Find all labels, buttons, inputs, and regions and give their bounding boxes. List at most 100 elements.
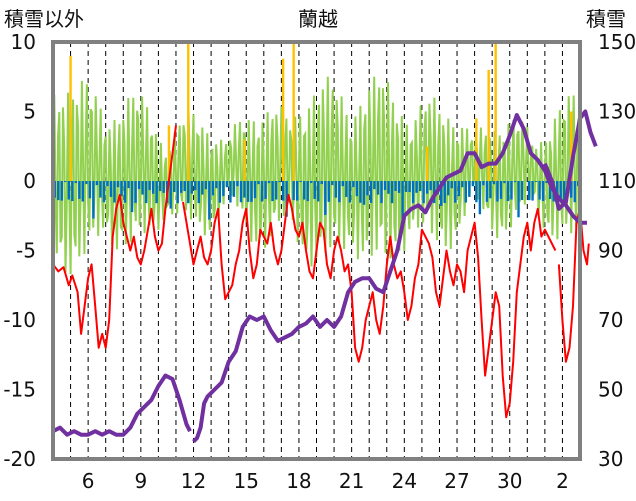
precip-bar <box>250 181 253 202</box>
precip-bar <box>69 55 72 181</box>
precip-bar <box>443 181 446 203</box>
snow-depth-line <box>543 109 598 211</box>
x-tick-label: 30 <box>497 469 522 493</box>
precip-bar <box>204 181 208 190</box>
y2-tick-label: 130 <box>598 100 636 124</box>
precip-bar <box>327 181 330 202</box>
precip-bar <box>123 181 127 203</box>
precip-bar <box>211 181 215 196</box>
precip-bar <box>348 181 352 203</box>
precip-bar <box>513 181 517 183</box>
right-axis: 150 130 110 90 70 50 30 <box>598 30 636 471</box>
chart-title: 蘭越 <box>298 7 338 31</box>
precip-bar <box>334 181 338 198</box>
x-axis: 6 9 12 15 18 21 24 27 30 2 <box>82 469 569 493</box>
y2-tick-label: 110 <box>598 169 636 193</box>
precip-bar <box>92 181 95 219</box>
precip-bar <box>397 181 401 193</box>
precip-bar <box>376 181 380 195</box>
precip-bar <box>267 181 271 184</box>
precip-bar <box>506 181 510 202</box>
precip-bar <box>494 42 497 181</box>
precip-bar <box>299 181 302 183</box>
precip-bar <box>341 181 345 187</box>
precip-bar <box>232 181 236 197</box>
snow-depth-line <box>52 373 192 437</box>
precip-bar <box>169 181 172 209</box>
precip-bar <box>541 181 545 202</box>
precip-bar <box>113 181 116 203</box>
precip-bar <box>260 181 264 202</box>
y-tick-label: 10 <box>11 30 36 54</box>
precip-bar <box>127 181 130 189</box>
precip-bar <box>496 181 499 202</box>
y-tick-label: -20 <box>3 447 36 471</box>
y2-tick-label: 70 <box>598 308 623 332</box>
x-tick-label: 21 <box>339 469 364 493</box>
precip-bar <box>64 181 67 183</box>
precip-bar <box>292 42 295 181</box>
precip-bar <box>60 181 63 201</box>
precip-bar <box>538 181 541 200</box>
precip-bar <box>359 181 362 203</box>
precip-bar <box>120 181 123 197</box>
precip-bar <box>215 181 218 189</box>
snow-depth-series <box>52 109 598 444</box>
precip-bar <box>454 181 457 203</box>
precip-bar <box>229 181 232 203</box>
precip-bar <box>144 181 148 204</box>
precip-bar <box>173 181 176 192</box>
precip-bar <box>425 146 429 181</box>
precip-bar <box>492 181 496 185</box>
right-axis-label: 積雪 <box>586 7 626 31</box>
precip-bar <box>281 181 285 201</box>
precip-bar <box>71 181 74 202</box>
precip-bar <box>520 181 524 201</box>
x-tick-label: 9 <box>134 469 147 493</box>
precip-bar <box>562 181 566 202</box>
temperature-line <box>52 125 177 349</box>
precip-bar <box>432 181 436 204</box>
precip-bar <box>218 181 222 203</box>
precip-bar <box>285 181 288 217</box>
precip-bar <box>345 181 348 197</box>
precip-bar <box>271 181 274 202</box>
precip-bar <box>281 58 285 181</box>
precip-bar <box>95 181 99 186</box>
precip-bar <box>278 181 281 183</box>
y-tick-label: 0 <box>23 169 36 193</box>
precip-bar <box>369 181 373 203</box>
precip-bar <box>422 181 425 204</box>
precip-bar <box>99 181 102 198</box>
precip-bar <box>527 181 531 201</box>
precip-bar <box>243 181 246 198</box>
precip-bar <box>81 181 85 202</box>
precip-bar <box>418 181 422 192</box>
precip-bar <box>180 181 183 193</box>
precip-bar <box>313 181 316 199</box>
precip-bar <box>306 181 309 202</box>
precip-bar <box>510 181 513 200</box>
precip-bar <box>137 181 141 190</box>
precip-bar <box>295 181 299 201</box>
precip-bar <box>489 181 492 199</box>
precip-bar <box>411 181 415 204</box>
precip-bar <box>239 181 243 203</box>
precip-bar <box>106 181 109 187</box>
precip-bar <box>352 181 355 188</box>
precip-bar <box>534 181 538 182</box>
precip-bar <box>468 181 471 197</box>
x-tick-label: 2 <box>556 469 569 493</box>
precip-bar <box>355 181 359 197</box>
precip-bar <box>404 181 408 192</box>
temperature-series <box>52 125 590 419</box>
precip-bar <box>383 181 387 191</box>
precip-bar <box>264 181 267 199</box>
precip-bar <box>102 181 106 203</box>
precip-bar <box>222 181 225 197</box>
precip-bar <box>303 181 306 200</box>
precip-bar <box>478 181 482 215</box>
precip-bar <box>555 181 559 201</box>
snow-depth-line <box>192 113 587 444</box>
precip-bar <box>464 181 468 203</box>
